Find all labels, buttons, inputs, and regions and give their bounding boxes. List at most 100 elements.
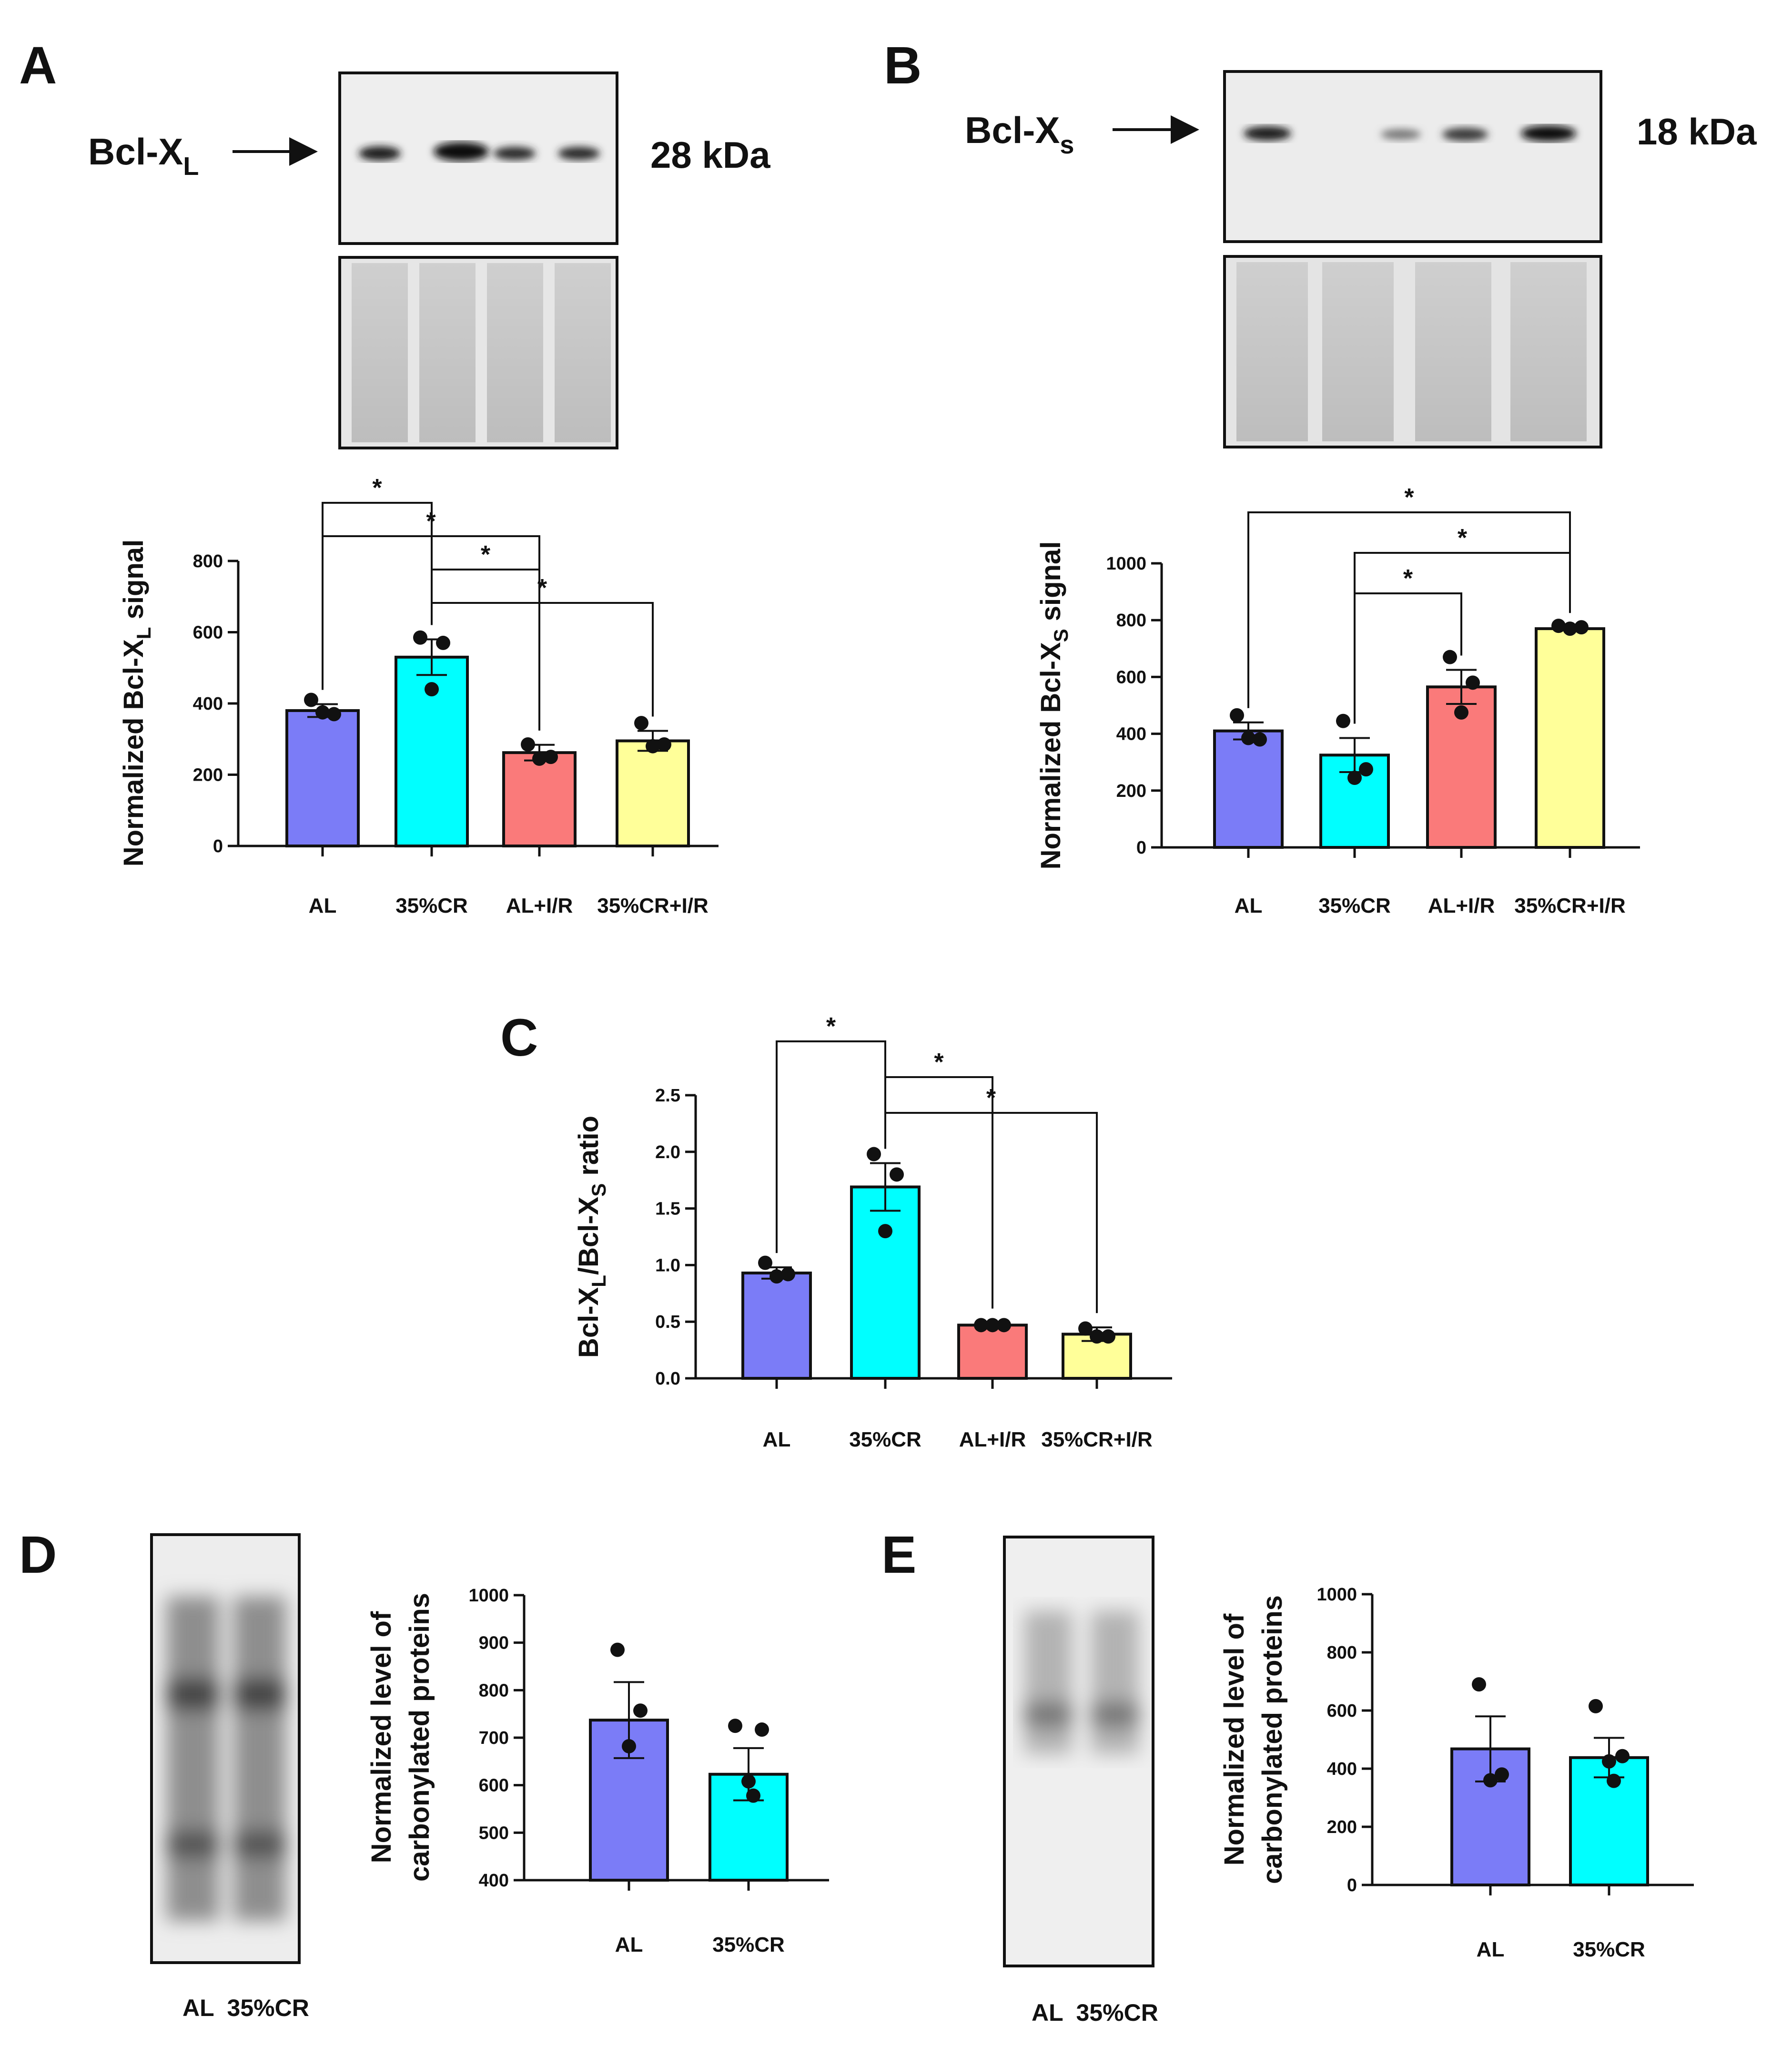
chart-c-bar [957,1324,1028,1380]
chart-b-y-title-part: Normalized Bcl-X [1035,642,1066,869]
chart-e-category-label: AL [1477,1938,1505,1961]
panel-b-letter: B [884,36,921,95]
chart-c-data-point [867,1147,881,1161]
chart-b-category-label: 35%CR+I/R [1514,894,1626,917]
chart-c-y-tick-label: 0.0 [655,1369,680,1389]
chart-a-significance-star: * [537,574,547,602]
panel-d-smear [167,1597,286,1921]
chart-a-category-label: AL [309,894,337,917]
chart-d-y-tick-label: 400 [479,1871,509,1891]
chart-e-y-tick-label: 0 [1347,1875,1357,1895]
chart-d-y-tick-label: 600 [479,1776,509,1796]
chart-c-y-title-part: /Bcl-X [573,1196,604,1275]
chart-e-y-tick-label: 600 [1327,1701,1357,1721]
chart-d-data-point [741,1774,756,1789]
chart-a-significance-bracket [431,602,654,717]
chart-a-data-point [304,692,318,707]
chart-c-data-point [997,1318,1011,1333]
panel-d-lane-labels: AL 35%CR [182,1995,309,2021]
panel-b-loading-lanes [1236,262,1587,441]
panel-a-protein-label: Bcl-XL [88,131,199,181]
chart-a-y-tick-label: 800 [193,551,223,571]
chart-c-category-label: AL+I/R [959,1428,1026,1451]
chart-e-y-tick-label: 800 [1327,1643,1357,1663]
chart-b-significance-star: * [1403,565,1413,592]
chart-d-y-title: Normalized level of carbonylated proteins [366,1593,435,1882]
chart-c-y-title: Bcl-XL/Bcl-XS ratio [573,1116,610,1358]
chart-c-y-tick-label: 2.0 [655,1142,680,1162]
chart-c-significance-star: * [934,1049,944,1076]
chart-b-y-tick-label: 400 [1116,724,1146,744]
chart-c-data-point [1078,1321,1093,1336]
chart-c-data-point [890,1167,904,1182]
chart-b-significance-star: * [1458,524,1468,552]
chart-d-y-tick-label: 900 [479,1633,509,1653]
chart-a-y-tick-label: 600 [193,623,223,643]
chart-a-y-tick-label: 200 [193,765,223,785]
chart-b-bar [1535,627,1605,849]
chart-e-y-title: Normalized level of carbonylated proteins [1219,1595,1288,1884]
chart-b-data-point [1443,650,1457,664]
chart-b-data-point [1241,731,1255,745]
chart-a-significance-star: * [426,508,436,535]
chart-d-data-point [755,1722,769,1737]
chart-d-data-point [746,1788,760,1803]
chart-a-y-title-part: L [132,627,155,640]
chart-a-data-point [436,635,450,650]
chart-b-data-point [1253,732,1267,747]
chart-a-data-point [315,705,330,720]
chart-e-y-tick-label: 1000 [1316,1585,1357,1605]
chart-a-data-point [544,750,558,764]
chart-b-significance-bracket [1354,592,1462,724]
chart-d: 400 500 600 700 800 900 1000 AL 35%CR Normalized … [366,1586,829,1956]
panel-d-letter: D [19,1526,57,1584]
chart-b-data-point [1563,621,1577,636]
chart-c-data-point [1101,1329,1115,1344]
panel-b-blot-frame [1223,70,1602,243]
chart-b-category-label: 35%CR [1318,894,1391,917]
chart-c-y-title-part: L [587,1275,610,1287]
chart-d-category-label: AL [615,1933,643,1956]
chart-a-data-point [521,737,535,752]
panel-b-size-label: 18 kDa [1637,111,1757,153]
chart-a-y-title-part: signal [118,540,149,627]
panel-a-protein-main: Bcl-X [88,131,183,173]
panel-a-letter: A [19,36,57,95]
panel-c-letter: C [500,1008,538,1067]
chart-a-bar [502,751,577,848]
chart-a-data-point [646,739,660,754]
chart-b-category-label: AL [1235,894,1263,917]
chart-b-data-point [1230,708,1244,723]
chart-b-y-title-part: signal [1035,541,1066,629]
chart-c-bar [850,1185,921,1380]
chart-a-data-point [634,716,648,731]
chart-c-significance-bracket [884,1112,1098,1314]
chart-b-data-point [1359,762,1373,777]
chart-c-data-point [878,1224,892,1239]
chart-c-data-point [985,1318,1000,1333]
chart-a-data-point [425,682,439,697]
chart-e-data-point [1607,1773,1621,1788]
chart-b-data-point [1454,705,1468,720]
chart-d-y-title-line2: carbonylated proteins [404,1593,435,1882]
chart-a-bar [616,739,690,848]
chart-c-category-label: AL [763,1428,791,1451]
chart-d-data-point [610,1642,625,1657]
panel-b-protein-label: Bcl-Xs [965,109,1074,159]
chart-e-data-point [1472,1677,1486,1692]
panel-a-bands [359,142,600,161]
chart-a: 0 200 400 600 800 AL 35%CR AL+I/R 35%CR+I/R Norma… [118,474,719,917]
chart-a-significance-bracket [431,569,540,731]
chart-a-bar [285,709,360,847]
chart-c-y-title-part: S [587,1183,610,1197]
chart-d-data-point [728,1719,742,1733]
chart-a-y-title: Normalized Bcl-XL signal [118,540,155,866]
chart-c-data-point [781,1267,795,1282]
chart-c-bar [741,1272,812,1380]
chart-e-y-title-line1: Normalized level of [1219,1613,1250,1865]
chart-b-y-tick-label: 1000 [1106,554,1146,574]
chart-a-category-label: AL+I/R [506,894,573,917]
chart-d-y-tick-label: 800 [479,1680,509,1701]
chart-c-significance-star: * [826,1013,836,1040]
